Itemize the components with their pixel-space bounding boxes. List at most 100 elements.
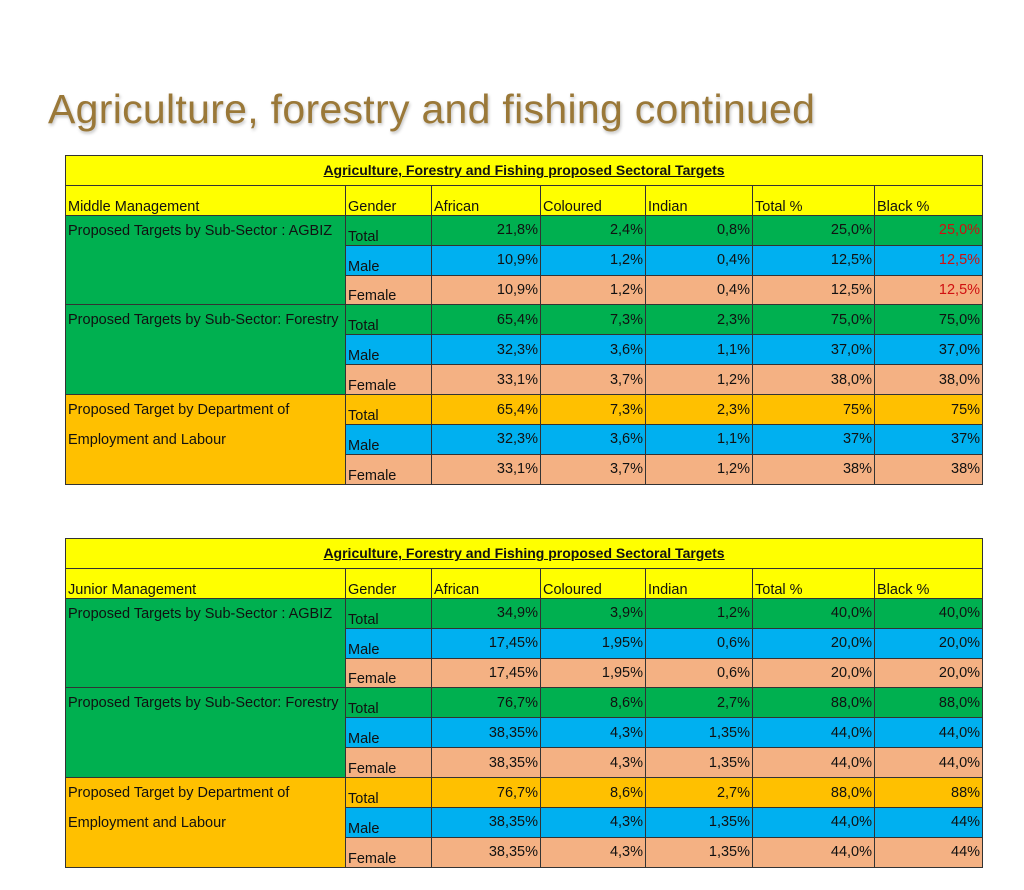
table-row: Proposed Target by Department of Employm… <box>65 394 984 485</box>
value-cell: 38,0% <box>873 364 984 396</box>
value-cell: 3,6% <box>540 424 646 455</box>
value-cell: 17,45% <box>431 657 541 689</box>
value-cell: 76,7% <box>431 687 541 719</box>
value-cell: 0,6% <box>645 627 753 659</box>
table-row: Proposed Targets by Sub-Sector: Forestry… <box>65 687 984 779</box>
column-header-row: Junior Management Gender African Coloured In… <box>65 567 984 599</box>
gender-cell: Total <box>345 214 432 246</box>
table-caption: Agriculture, Forestry and Fishing propos… <box>64 155 984 186</box>
value-cell: 0,8% <box>645 214 753 246</box>
value-cell: 75,0% <box>873 304 984 336</box>
value-cell: 40,0% <box>873 597 984 629</box>
junior-management-table: Agriculture, Forestry and Fishing propos… <box>64 538 984 868</box>
group-label: Proposed Target by Department of Employm… <box>65 394 346 485</box>
value-cell: 2,4% <box>540 214 646 246</box>
value-cell: 2,7% <box>645 687 753 719</box>
gender-cell: Female <box>345 747 432 779</box>
table-row: Proposed Target by Department of Employm… <box>65 777 984 868</box>
value-cell: 10,9% <box>431 244 541 276</box>
table-row: Female 38,35% 4,3% 1,35% 44,0% 44,0% <box>66 747 984 779</box>
table-row: Female 38,35% 4,3% 1,35% 44,0% 44% <box>66 836 984 868</box>
table-row: Proposed Targets by Sub-Sector : AGBIZ To… <box>65 597 984 689</box>
value-cell: 38% <box>873 453 984 485</box>
value-cell: 4,3% <box>540 747 646 779</box>
value-cell: 1,2% <box>645 597 753 629</box>
value-cell: 20,0% <box>752 657 875 689</box>
value-cell: 1,1% <box>645 334 753 366</box>
gender-cell: Male <box>345 334 432 366</box>
value-cell: 7,3% <box>540 304 646 336</box>
column-header: Black % <box>873 567 984 599</box>
table-row: Proposed Targets by Sub-Sector: Forestry… <box>65 304 984 396</box>
gender-cell: Total <box>345 394 432 426</box>
value-cell: 44,0% <box>752 717 875 749</box>
group-label: Proposed Targets by Sub-Sector : AGBIZ <box>65 214 346 306</box>
value-cell: 1,35% <box>645 807 753 838</box>
gender-cell: Male <box>345 807 432 838</box>
value-cell: 21,8% <box>431 214 541 246</box>
value-cell: 20,0% <box>752 627 875 659</box>
value-cell: 88,0% <box>752 777 875 809</box>
column-header: African <box>431 567 541 599</box>
column-header: Gender <box>345 567 432 599</box>
column-header: Middle Management <box>65 184 346 216</box>
value-cell: 88% <box>873 777 984 809</box>
table-row: Male 32,3% 3,6% 1,1% 37% 37% <box>66 424 984 455</box>
column-header: Indian <box>645 184 753 216</box>
column-header: Total % <box>752 184 875 216</box>
value-cell: 38,35% <box>431 747 541 779</box>
value-cell: 88,0% <box>873 687 984 719</box>
gender-cell: Male <box>345 627 432 659</box>
gender-cell: Female <box>345 453 432 485</box>
value-cell: 32,3% <box>431 424 541 455</box>
value-cell: 65,4% <box>431 394 541 426</box>
value-cell: 33,1% <box>431 364 541 396</box>
gender-cell: Total <box>345 687 432 719</box>
gender-cell: Total <box>345 597 432 629</box>
middle-management-table: Agriculture, Forestry and Fishing propos… <box>64 155 984 485</box>
value-cell: 1,35% <box>645 717 753 749</box>
value-cell: 8,6% <box>540 777 646 809</box>
value-cell: 38,35% <box>431 807 541 838</box>
value-cell: 37,0% <box>752 334 875 366</box>
table-row: Male 17,45% 1,95% 0,6% 20,0% 20,0% <box>66 627 984 659</box>
column-header: Black % <box>873 184 984 216</box>
table-row: Female 33,1% 3,7% 1,2% 38% 38% <box>66 453 984 485</box>
value-cell: 10,9% <box>431 274 541 306</box>
column-header: Indian <box>645 567 753 599</box>
column-header: Gender <box>345 184 432 216</box>
value-cell: 34,9% <box>431 597 541 629</box>
value-cell: 12,5% <box>752 244 875 276</box>
value-cell: 44,0% <box>873 717 984 749</box>
group-label: Proposed Targets by Sub-Sector: Forestry <box>65 304 346 396</box>
value-cell: 8,6% <box>540 687 646 719</box>
column-header: Coloured <box>540 184 646 216</box>
value-cell: 1,95% <box>540 627 646 659</box>
table-row: Male 38,35% 4,3% 1,35% 44,0% 44% <box>66 807 984 838</box>
caption-row: Agriculture, Forestry and Fishing propos… <box>64 155 984 186</box>
value-cell: 44% <box>873 807 984 838</box>
column-header: Junior Management <box>65 567 346 599</box>
value-cell: 1,2% <box>645 453 753 485</box>
table-row: Male 38,35% 4,3% 1,35% 44,0% 44,0% <box>66 717 984 749</box>
value-cell: 12,5% <box>752 274 875 306</box>
value-cell: 33,1% <box>431 453 541 485</box>
value-cell: 1,35% <box>645 836 753 868</box>
gender-cell: Total <box>345 304 432 336</box>
value-cell: 37% <box>873 424 984 455</box>
value-cell: 2,3% <box>645 304 753 336</box>
value-cell: 38% <box>752 453 875 485</box>
caption-row: Agriculture, Forestry and Fishing propos… <box>64 538 984 569</box>
value-cell: 44,0% <box>752 836 875 868</box>
value-cell: 1,95% <box>540 657 646 689</box>
page-title: Agriculture, forestry and fishing contin… <box>48 86 816 132</box>
group-label: Proposed Targets by Sub-Sector : AGBIZ <box>65 597 346 689</box>
value-cell: 25,0% <box>752 214 875 246</box>
value-cell: 3,7% <box>540 364 646 396</box>
value-cell: 4,3% <box>540 836 646 868</box>
value-cell: 1,2% <box>540 244 646 276</box>
table-row: Proposed Targets by Sub-Sector : AGBIZ To… <box>65 214 984 306</box>
value-cell: 2,3% <box>645 394 753 426</box>
value-cell: 4,3% <box>540 717 646 749</box>
value-cell: 1,2% <box>645 364 753 396</box>
